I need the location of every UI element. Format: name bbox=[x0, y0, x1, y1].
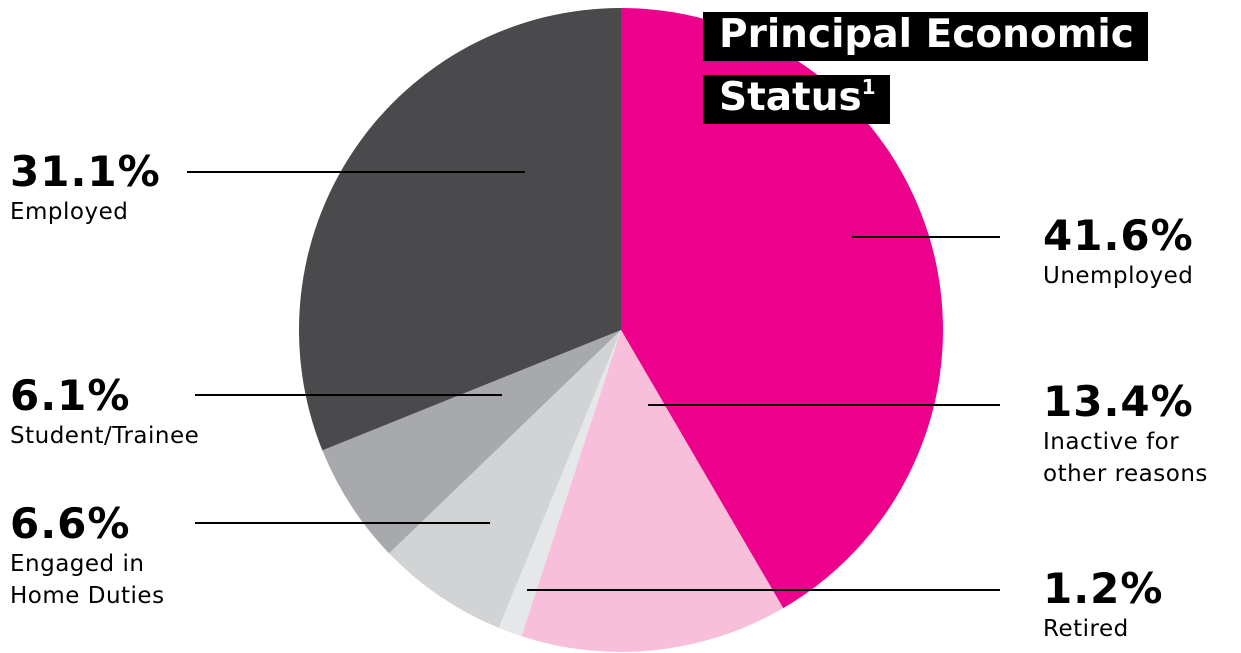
chart-title-box: Principal Economic Status1 bbox=[703, 8, 1148, 124]
pie-slice bbox=[299, 8, 621, 451]
title-footnote: 1 bbox=[861, 75, 876, 99]
value-label: 31.1% bbox=[10, 147, 161, 196]
value-label: 13.4% bbox=[1043, 377, 1194, 426]
slice-label: 1.2% Retired bbox=[1043, 565, 1233, 645]
category-label: Student/Trainee bbox=[10, 423, 200, 449]
category-label: Employed bbox=[10, 199, 129, 225]
slice-label: 13.4% Inactive for other reasons bbox=[1043, 378, 1241, 490]
slice-label: 31.1% Employed bbox=[10, 148, 200, 228]
value-label: 1.2% bbox=[1043, 564, 1164, 613]
value-label: 41.6% bbox=[1043, 211, 1194, 260]
category-label: Engaged in Home Duties bbox=[10, 551, 165, 609]
chart-title: Principal Economic Status bbox=[719, 12, 1134, 120]
pie-slice bbox=[322, 330, 621, 554]
slice-label: 6.1% Student/Trainee bbox=[10, 372, 250, 452]
slice-label: 6.6% Engaged in Home Duties bbox=[10, 500, 200, 612]
category-label: Inactive for other reasons bbox=[1043, 429, 1208, 487]
pie-slice bbox=[498, 330, 621, 637]
pie-slice bbox=[521, 330, 784, 652]
category-label: Retired bbox=[1043, 616, 1129, 642]
title-bg: Principal Economic Status1 bbox=[703, 12, 1148, 124]
pie-slice bbox=[621, 8, 944, 609]
value-label: 6.1% bbox=[10, 371, 131, 420]
value-label: 6.6% bbox=[10, 499, 131, 548]
slice-label: 41.6% Unemployed bbox=[1043, 212, 1233, 292]
category-label: Unemployed bbox=[1043, 263, 1194, 289]
pie-slice bbox=[389, 330, 621, 628]
